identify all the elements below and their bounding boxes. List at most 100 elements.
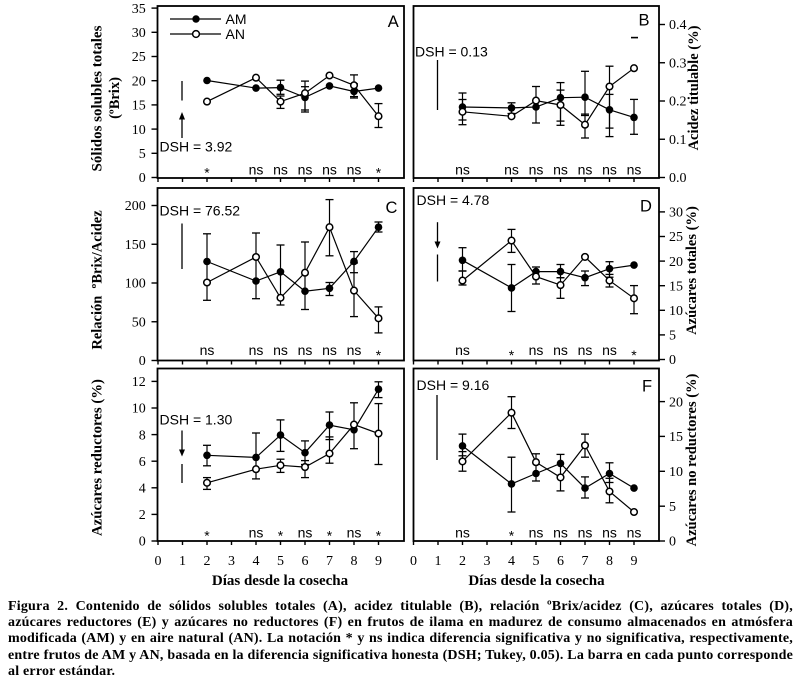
svg-text:0.2: 0.2 <box>669 95 687 110</box>
svg-text:*: * <box>376 527 382 543</box>
svg-text:0: 0 <box>139 171 146 186</box>
svg-text:50: 50 <box>132 315 146 330</box>
svg-text:ns: ns <box>578 342 593 358</box>
svg-text:1: 1 <box>179 554 186 569</box>
svg-text:0: 0 <box>139 535 146 550</box>
svg-text:5: 5 <box>669 500 676 515</box>
svg-text:8: 8 <box>606 554 613 569</box>
svg-text:35: 35 <box>132 2 146 17</box>
svg-text:DSH = 3.92: DSH = 3.92 <box>160 139 233 155</box>
svg-text:ns: ns <box>249 162 264 178</box>
svg-text:ns: ns <box>553 162 568 178</box>
svg-text:*: * <box>204 527 210 543</box>
svg-text:5: 5 <box>139 147 146 162</box>
svg-text:10: 10 <box>132 123 146 138</box>
svg-text:0: 0 <box>139 354 146 369</box>
svg-text:ns: ns <box>455 162 470 178</box>
svg-text:ns: ns <box>298 342 313 358</box>
svg-text:15: 15 <box>669 430 683 445</box>
svg-text:7: 7 <box>326 554 333 569</box>
svg-text:ns: ns <box>200 342 215 358</box>
svg-text:8: 8 <box>351 554 358 569</box>
svg-text:4: 4 <box>508 554 515 569</box>
svg-text:15: 15 <box>669 279 683 294</box>
svg-text:AM: AM <box>226 11 247 27</box>
svg-text:*: * <box>631 347 637 363</box>
svg-text:150: 150 <box>125 238 146 253</box>
svg-text:DSH = 9.16: DSH = 9.16 <box>417 377 490 393</box>
svg-text:6: 6 <box>139 455 146 470</box>
svg-text:12: 12 <box>132 375 146 390</box>
svg-text:10: 10 <box>132 402 146 417</box>
svg-text:ns: ns <box>627 525 642 541</box>
svg-text:200: 200 <box>125 199 146 214</box>
svg-text:ns: ns <box>504 162 519 178</box>
svg-text:C: C <box>386 199 398 217</box>
svg-text:ns: ns <box>455 342 470 358</box>
svg-text:*: * <box>376 347 382 363</box>
svg-text:20: 20 <box>669 255 683 270</box>
svg-text:25: 25 <box>132 50 146 65</box>
svg-text:4: 4 <box>139 482 146 497</box>
svg-text:ns: ns <box>455 525 470 541</box>
svg-text:0.0: 0.0 <box>669 171 687 186</box>
svg-text:ns: ns <box>602 162 617 178</box>
svg-text:ns: ns <box>347 342 362 358</box>
svg-text:20: 20 <box>132 74 146 89</box>
svg-text:DSH = 1.30: DSH = 1.30 <box>160 412 233 428</box>
svg-text:9: 9 <box>375 554 382 569</box>
svg-text:A: A <box>388 13 399 31</box>
svg-text:5: 5 <box>277 554 284 569</box>
svg-text:9: 9 <box>631 554 638 569</box>
svg-text:5: 5 <box>669 329 676 344</box>
svg-text:ns: ns <box>249 342 264 358</box>
svg-text:ns: ns <box>273 342 288 358</box>
svg-text:ns: ns <box>578 162 593 178</box>
svg-text:*: * <box>327 527 333 543</box>
svg-text:F: F <box>642 378 652 396</box>
svg-text:Sólidos solubles totales: Sólidos solubles totales <box>90 25 106 171</box>
svg-text:Azúcares no reductores (%): Azúcares no reductores (%) <box>684 373 700 546</box>
svg-text:8: 8 <box>139 428 146 443</box>
svg-text:0: 0 <box>410 554 417 569</box>
svg-text:30: 30 <box>669 206 683 221</box>
svg-text:2: 2 <box>139 508 146 523</box>
svg-text:0.1: 0.1 <box>669 133 687 148</box>
svg-text:3: 3 <box>484 554 491 569</box>
svg-text:ns: ns <box>602 525 617 541</box>
svg-text:Azúcares totales (%): Azúcares totales (%) <box>684 206 700 335</box>
svg-text:Azúcares reductores (%): Azúcares reductores (%) <box>90 379 106 536</box>
svg-text:0.4: 0.4 <box>669 18 687 33</box>
svg-text:Días desde la cosecha: Días desde la cosecha <box>468 573 605 589</box>
svg-text:*: * <box>509 347 515 363</box>
svg-text:3: 3 <box>228 554 235 569</box>
svg-text:ns: ns <box>578 525 593 541</box>
svg-text:DSH = 76.52: DSH = 76.52 <box>160 203 241 219</box>
svg-text:ns: ns <box>347 162 362 178</box>
svg-text:ns: ns <box>529 525 544 541</box>
svg-text:*: * <box>278 527 284 543</box>
svg-text:0: 0 <box>669 353 676 368</box>
svg-text:B: B <box>639 12 650 30</box>
svg-text:6: 6 <box>302 554 309 569</box>
svg-text:100: 100 <box>125 277 146 292</box>
svg-text:*: * <box>376 164 382 180</box>
svg-text:ns: ns <box>322 342 337 358</box>
svg-text:ns: ns <box>298 162 313 178</box>
svg-text:DSH = 0.13: DSH = 0.13 <box>415 44 488 60</box>
svg-text:10: 10 <box>669 465 683 480</box>
svg-text:Acidez titulable (%): Acidez titulable (%) <box>686 25 702 150</box>
svg-text:30: 30 <box>132 26 146 41</box>
svg-text:4: 4 <box>253 554 260 569</box>
svg-text:ns: ns <box>553 342 568 358</box>
svg-text:(ºBrix): (ºBrix) <box>107 77 123 119</box>
svg-text:*: * <box>509 527 515 543</box>
svg-text:6: 6 <box>557 554 564 569</box>
svg-text:25: 25 <box>669 230 683 245</box>
svg-text:*: * <box>204 164 210 180</box>
svg-text:1: 1 <box>435 554 442 569</box>
svg-text:ns: ns <box>627 162 642 178</box>
svg-text:ns: ns <box>298 525 313 541</box>
svg-text:7: 7 <box>582 554 589 569</box>
svg-text:Relación ºBrix/Acidez: Relación ºBrix/Acidez <box>90 210 106 350</box>
